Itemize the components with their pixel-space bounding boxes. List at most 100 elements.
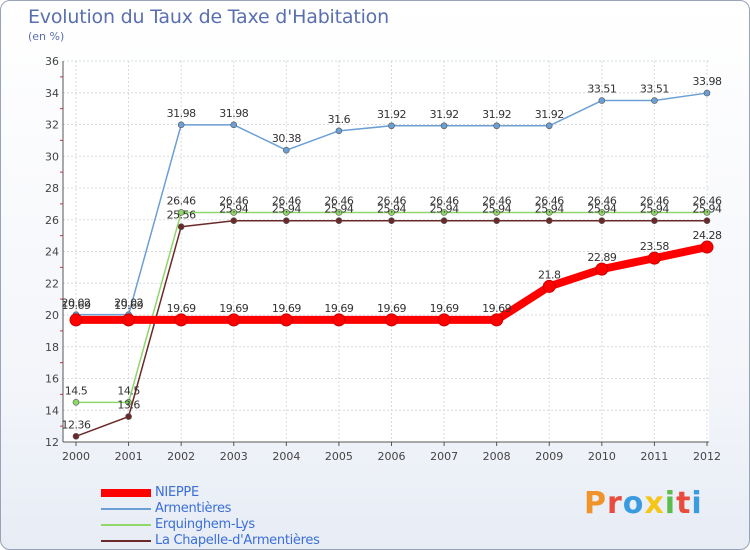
data-label-0: 19.69 (272, 302, 301, 315)
x-tick-label: 2009 (535, 450, 563, 463)
x-tick-label: 2001 (115, 450, 143, 463)
chart-subtitle: (en %) (28, 30, 65, 43)
data-point-0 (174, 313, 188, 327)
data-point-3 (177, 223, 185, 231)
legend-swatch-erquinghem (101, 524, 151, 526)
data-point-0 (542, 279, 556, 293)
data-label-2: 14.5 (65, 384, 88, 397)
data-label-0: 23.58 (640, 240, 669, 253)
data-label-1: 31.92 (535, 108, 564, 121)
data-point-1 (177, 121, 185, 129)
data-point-1 (545, 122, 553, 130)
data-point-2 (545, 209, 553, 216)
logo-letter: r (607, 486, 623, 521)
data-label-1: 20.02 (62, 297, 91, 310)
data-label-2: 26.46 (535, 194, 564, 207)
data-point-0 (700, 240, 714, 254)
data-label-3: 25.94 (377, 203, 406, 216)
data-point-2 (335, 209, 343, 216)
data-label-2: 14.5 (117, 384, 140, 397)
logo-letter: t (676, 486, 692, 521)
data-point-2 (177, 209, 185, 216)
data-point-3 (703, 217, 711, 225)
data-point-0 (279, 313, 293, 327)
logo-letter: x (644, 486, 665, 521)
data-point-2 (230, 209, 238, 216)
data-point-3 (545, 217, 553, 225)
data-label-3: 13.6 (117, 399, 140, 412)
y-tick-label: 22 (45, 277, 59, 290)
proxiti-logo: Proxiti (584, 486, 703, 521)
x-tick-label: 2002 (167, 450, 195, 463)
logo-letter: o (622, 486, 645, 521)
data-point-3 (72, 432, 80, 440)
data-label-1: 33.51 (640, 83, 669, 96)
data-point-3 (598, 217, 606, 225)
legend-label-nieppe: NIEPPE (155, 485, 199, 500)
data-label-0: 19.69 (219, 302, 248, 315)
data-label-2: 26.46 (587, 194, 616, 207)
data-label-3: 25.94 (430, 203, 459, 216)
data-point-2 (283, 209, 290, 216)
data-label-0: 19.69 (324, 302, 353, 315)
data-label-3: 25.94 (219, 203, 248, 216)
data-label-3: 25.94 (587, 203, 616, 216)
y-tick-label: 24 (45, 246, 59, 259)
y-tick-label: 14 (45, 404, 59, 417)
logo-letter: i (691, 486, 703, 521)
data-point-0 (332, 313, 346, 327)
x-tick-label: 2008 (483, 450, 511, 463)
data-label-2: 26.46 (219, 194, 248, 207)
data-point-3 (335, 217, 343, 225)
data-label-1: 31.92 (482, 108, 511, 121)
data-point-3 (283, 217, 290, 225)
x-tick-label: 2004 (272, 450, 300, 463)
data-point-0 (490, 313, 504, 327)
data-label-2: 26.46 (482, 194, 511, 207)
data-point-0 (227, 313, 241, 327)
data-label-3: 12.36 (62, 418, 91, 431)
data-point-0 (122, 313, 136, 327)
data-point-2 (703, 209, 711, 216)
data-label-2: 26.46 (377, 194, 406, 207)
data-label-2: 26.46 (324, 194, 353, 207)
legend-swatch-la-chapelle (101, 540, 151, 542)
x-tick-label: 2000 (62, 450, 90, 463)
data-label-3: 25.56 (167, 209, 196, 222)
data-label-1: 31.98 (167, 107, 196, 120)
data-point-1 (283, 146, 290, 154)
data-point-3 (388, 217, 395, 225)
y-tick-label: 28 (45, 182, 59, 195)
data-point-0 (69, 313, 83, 327)
data-point-1 (335, 127, 343, 135)
data-label-0: 19.69 (482, 302, 511, 315)
logo-letter: P (584, 486, 607, 521)
data-label-3: 25.94 (324, 203, 353, 216)
data-label-0: 19.69 (430, 302, 459, 315)
data-point-2 (125, 399, 132, 406)
data-point-1 (230, 121, 238, 129)
x-tick-label: 2003 (220, 450, 248, 463)
data-point-3 (651, 217, 658, 225)
data-point-1 (651, 97, 658, 104)
data-label-3: 25.94 (482, 203, 511, 216)
legend-swatch-armentieres (101, 508, 151, 510)
y-tick-label: 32 (45, 119, 59, 132)
data-label-1: 31.92 (430, 108, 459, 121)
x-tick-label: 2006 (378, 450, 406, 463)
data-label-1: 31.6 (328, 113, 351, 126)
y-tick-label: 16 (45, 373, 59, 386)
y-tick-label: 20 (45, 309, 59, 322)
data-label-3: 25.94 (640, 203, 669, 216)
data-label-2: 26.46 (272, 194, 301, 207)
data-point-0 (385, 313, 398, 327)
data-label-0: 21.8 (538, 268, 561, 281)
data-label-3: 25.94 (535, 203, 564, 216)
data-label-1: 30.38 (272, 132, 301, 145)
legend-swatch-nieppe (101, 489, 151, 497)
chart-title: Evolution du Taux de Taxe d'Habitation (28, 6, 389, 28)
x-tick-label: 2007 (430, 450, 458, 463)
data-point-0 (595, 262, 609, 276)
data-point-2 (72, 399, 80, 406)
y-tick-label: 30 (45, 150, 59, 163)
